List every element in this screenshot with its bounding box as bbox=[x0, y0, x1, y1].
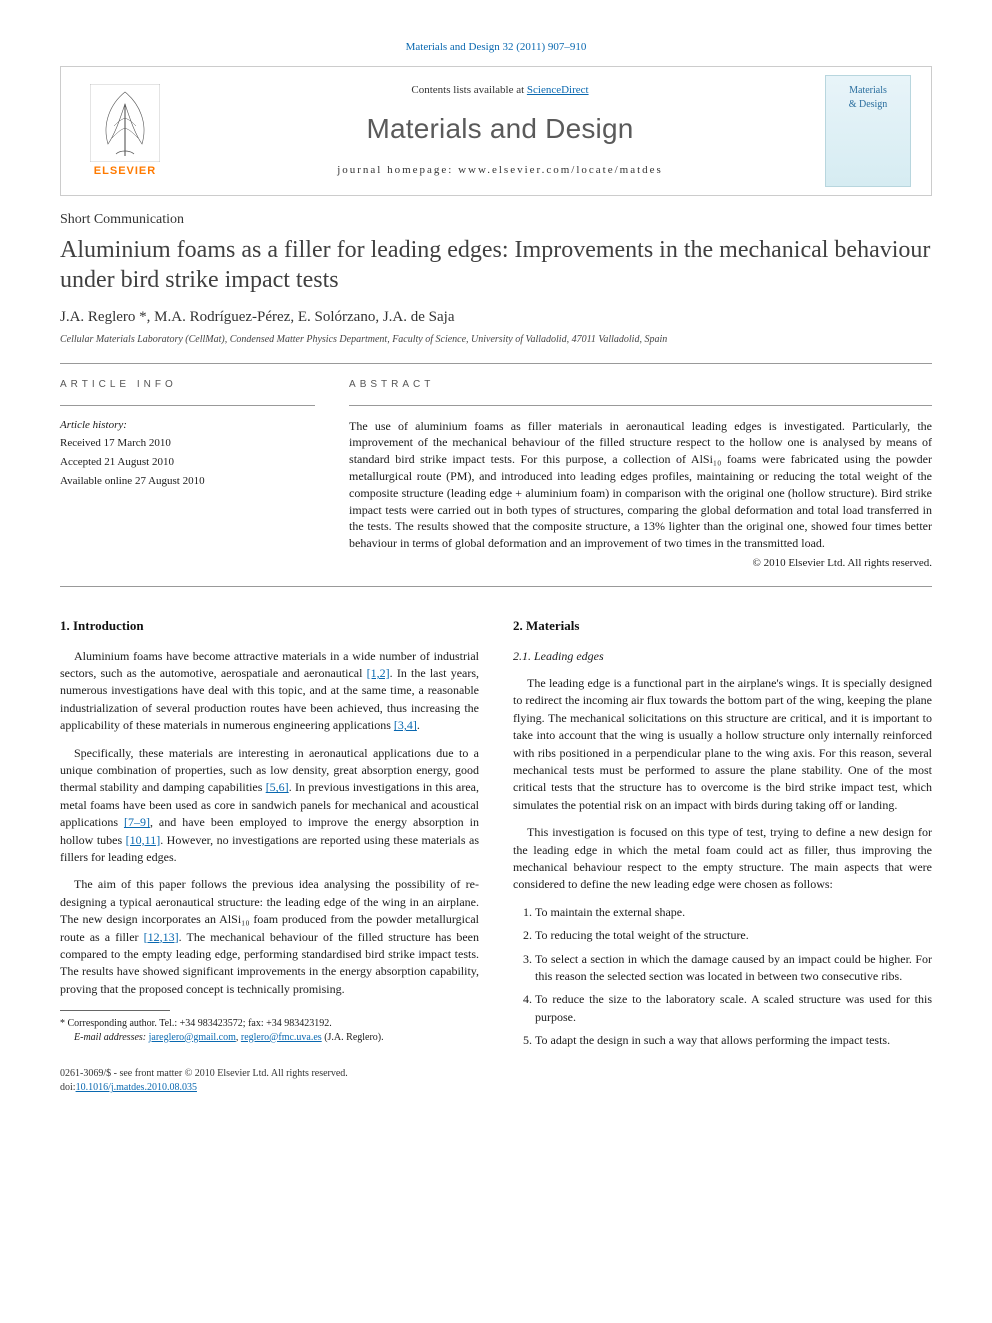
corr-author-line: * Corresponding author. Tel.: +34 983423… bbox=[60, 1017, 479, 1031]
list-item: To select a section in which the damage … bbox=[535, 951, 932, 986]
list-item: To reducing the total weight of the stru… bbox=[535, 927, 932, 944]
list-item: To adapt the design in such a way that a… bbox=[535, 1032, 932, 1049]
sec1-heading: 1. Introduction bbox=[60, 617, 479, 636]
header-center: Contents lists available at ScienceDirec… bbox=[175, 83, 825, 179]
sec1-p2: Specifically, these materials are intere… bbox=[60, 745, 479, 867]
ref-7-9[interactable]: [7–9] bbox=[124, 815, 150, 829]
ref-5-6[interactable]: [5,6] bbox=[266, 780, 289, 794]
contents-line: Contents lists available at ScienceDirec… bbox=[175, 83, 825, 99]
publisher-name: ELSEVIER bbox=[75, 165, 175, 177]
body-two-column: 1. Introduction Aluminium foams have bec… bbox=[60, 617, 932, 1051]
elsevier-tree-icon: ELSEVIER bbox=[75, 84, 175, 177]
publisher-logo-block: ELSEVIER bbox=[75, 84, 175, 177]
top-citation[interactable]: Materials and Design 32 (2011) 907–910 bbox=[60, 40, 932, 56]
abstract-heading: ABSTRACT bbox=[349, 378, 932, 393]
author-list: J.A. Reglero *, M.A. Rodríguez-Pérez, E.… bbox=[60, 309, 455, 325]
cover-thumbnail[interactable]: Materials & Design bbox=[825, 75, 911, 187]
homepage-prefix: journal homepage: bbox=[337, 164, 458, 176]
doi-label: doi: bbox=[60, 1082, 76, 1093]
doi-link[interactable]: 10.1016/j.matdes.2010.08.035 bbox=[76, 1082, 197, 1093]
sec2-heading: 2. Materials bbox=[513, 617, 932, 636]
history-received: Received 17 March 2010 bbox=[60, 436, 315, 452]
affiliation: Cellular Materials Laboratory (CellMat),… bbox=[60, 333, 932, 348]
corresponding-author-footnote: * Corresponding author. Tel.: +34 983423… bbox=[60, 1017, 479, 1044]
ref-3-4[interactable]: [3,4] bbox=[394, 718, 417, 732]
abstract-col: ABSTRACT The use of aluminium foams as f… bbox=[339, 364, 932, 586]
issn-line: 0261-3069/$ - see front matter © 2010 El… bbox=[60, 1067, 932, 1082]
sec21-heading: 2.1. Leading edges bbox=[513, 648, 932, 665]
list-item: To maintain the external shape. bbox=[535, 904, 932, 921]
authors-line: J.A. Reglero *, M.A. Rodríguez-Pérez, E.… bbox=[60, 307, 932, 329]
abstract-text: The use of aluminium foams as filler mat… bbox=[349, 418, 932, 552]
email-link-2[interactable]: reglero@fmc.uva.es bbox=[241, 1032, 322, 1043]
email-tail: (J.A. Reglero). bbox=[322, 1032, 384, 1043]
sec21-p1: The leading edge is a functional part in… bbox=[513, 675, 932, 814]
homepage-url[interactable]: www.elsevier.com/locate/matdes bbox=[458, 164, 663, 176]
journal-homepage-line: journal homepage: www.elsevier.com/locat… bbox=[175, 163, 825, 179]
email-link-1[interactable]: jareglero@gmail.com bbox=[149, 1032, 236, 1043]
sec21-p2: This investigation is focused on this ty… bbox=[513, 824, 932, 894]
journal-name: Materials and Design bbox=[175, 109, 825, 150]
sciencedirect-link[interactable]: ScienceDirect bbox=[527, 84, 589, 96]
abstract-copyright: © 2010 Elsevier Ltd. All rights reserved… bbox=[349, 556, 932, 572]
footnote-rule bbox=[60, 1010, 170, 1011]
ref-10-11[interactable]: [10,11] bbox=[126, 833, 161, 847]
journal-header: ELSEVIER Contents lists available at Sci… bbox=[60, 66, 932, 196]
ref-1-2[interactable]: [1,2] bbox=[367, 666, 390, 680]
info-abstract-row: ARTICLE INFO Article history: Received 1… bbox=[60, 363, 932, 587]
cover-text-line1: Materials bbox=[849, 85, 887, 96]
bottom-meta: 0261-3069/$ - see front matter © 2010 El… bbox=[60, 1067, 932, 1096]
email-label: E-mail addresses: bbox=[74, 1032, 149, 1043]
sec1-p1c: . bbox=[417, 718, 420, 732]
paper-title: Aluminium foams as a filler for leading … bbox=[60, 236, 932, 295]
doi-line: doi:10.1016/j.matdes.2010.08.035 bbox=[60, 1081, 932, 1096]
corr-email-line: E-mail addresses: jareglero@gmail.com, r… bbox=[60, 1031, 479, 1045]
history-online: Available online 27 August 2010 bbox=[60, 474, 315, 490]
history-accepted: Accepted 21 August 2010 bbox=[60, 455, 315, 471]
ref-12-13[interactable]: [12,13] bbox=[144, 930, 179, 944]
sec1-p1: Aluminium foams have become attractive m… bbox=[60, 648, 479, 735]
article-info-col: ARTICLE INFO Article history: Received 1… bbox=[60, 364, 339, 586]
history-label: Article history: bbox=[60, 418, 315, 434]
list-item: To reduce the size to the laboratory sca… bbox=[535, 991, 932, 1026]
sec1-p3: The aim of this paper follows the previo… bbox=[60, 876, 479, 998]
cover-thumbnail-block: Materials & Design bbox=[825, 75, 917, 187]
cover-text-line2: & Design bbox=[849, 99, 888, 110]
article-section-type: Short Communication bbox=[60, 210, 932, 230]
contents-prefix: Contents lists available at bbox=[411, 84, 526, 96]
sec21-list: To maintain the external shape. To reduc… bbox=[531, 904, 932, 1050]
article-info-heading: ARTICLE INFO bbox=[60, 378, 315, 393]
